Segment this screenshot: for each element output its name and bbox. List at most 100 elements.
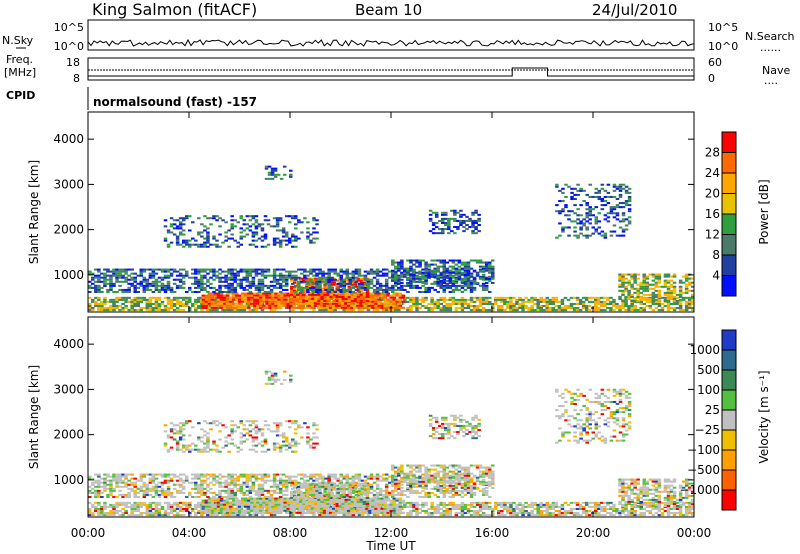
power-cell (121, 302, 125, 305)
power-cell (284, 280, 289, 283)
power-cell (207, 302, 212, 305)
velocity-cell (207, 505, 212, 508)
power-cell (573, 234, 577, 237)
power-cell (145, 286, 150, 289)
velocity-cell (133, 507, 137, 510)
power-cell (166, 298, 171, 301)
power-cell (412, 277, 416, 280)
velocity-cell (280, 499, 284, 502)
power-cell (684, 287, 689, 290)
power-cell (203, 270, 207, 273)
velocity-cell (112, 509, 116, 513)
velocity-cell (687, 509, 692, 513)
power-cell (392, 294, 397, 297)
power-cell (121, 288, 125, 291)
power-cell (588, 208, 592, 211)
power-cell (566, 298, 571, 301)
power-cell (178, 304, 183, 308)
power-cell (181, 245, 186, 248)
velocity-cell (594, 512, 598, 515)
power-cell (272, 239, 277, 242)
power-cell (615, 206, 620, 209)
velocity-cell (201, 505, 206, 508)
velocity-cell (130, 514, 134, 517)
velocity-cell (454, 505, 459, 508)
power-cell (427, 273, 431, 276)
velocity-cell (97, 514, 101, 517)
power-cell (633, 287, 637, 290)
velocity-cell (298, 507, 303, 510)
power-cell (118, 304, 122, 308)
power-cell (218, 225, 222, 228)
velocity-cell (178, 507, 183, 510)
power-cell (415, 284, 419, 287)
power-cell (260, 309, 265, 312)
velocity-cell (283, 499, 287, 502)
power-cell (409, 275, 413, 278)
power-cell (324, 309, 328, 312)
velocity-cell (204, 511, 209, 514)
power-cell (409, 277, 413, 280)
power-cell (621, 281, 625, 284)
power-cell (456, 228, 460, 231)
power-cell (642, 279, 647, 282)
velocity-cell (316, 497, 321, 500)
velocity-cell (286, 507, 290, 510)
power-cell (103, 298, 107, 301)
power-cell (227, 286, 231, 289)
power-cell (454, 270, 459, 273)
power-cell (197, 278, 201, 281)
power-cell (148, 302, 153, 305)
power-cell (424, 271, 428, 274)
power-cell (515, 309, 519, 312)
power-cell (380, 292, 384, 295)
power-cell (239, 284, 244, 287)
power-cell (178, 309, 183, 312)
power-cell (265, 294, 269, 297)
power-cell (172, 282, 177, 285)
power-cell (133, 278, 137, 281)
power-cell (251, 217, 256, 220)
power-cell (440, 221, 445, 224)
power-cell (215, 239, 219, 242)
power-cell (597, 232, 602, 235)
power-cell (440, 211, 445, 214)
power-cell (288, 169, 293, 172)
power-cell (651, 275, 656, 278)
power-cell (451, 275, 456, 278)
power-cell (248, 225, 253, 228)
power-cell (418, 298, 422, 301)
power-cell (375, 272, 380, 275)
power-cell (433, 288, 437, 291)
velocity-cell (219, 505, 224, 508)
power-cell (215, 309, 219, 312)
power-cell (521, 300, 525, 303)
power-cell (394, 284, 398, 287)
power-cell (457, 271, 462, 274)
velocity-cell (627, 514, 631, 517)
power-cell (545, 304, 550, 308)
velocity-cell (536, 514, 540, 517)
power-cell (463, 307, 468, 310)
power-cell (203, 229, 207, 232)
power-cell (678, 304, 683, 308)
power-cell (142, 296, 147, 299)
velocity-cell (222, 501, 227, 504)
power-cell (463, 280, 468, 283)
velocity-cell (424, 512, 428, 515)
power-cell (269, 225, 274, 228)
power-cell (145, 307, 150, 310)
power-cell (118, 298, 122, 301)
velocity-cell (612, 509, 616, 513)
power-cell (88, 286, 92, 289)
velocity-cell (247, 499, 251, 502)
velocity-cell (121, 514, 125, 517)
power-cell (206, 239, 210, 242)
power-cell (357, 282, 362, 285)
power-cell (433, 274, 437, 277)
power-cell (313, 304, 318, 307)
power-cell (612, 208, 617, 211)
power-cell (248, 280, 253, 283)
power-cell (445, 267, 450, 270)
nsearch-tick-bottom: 10^0 (708, 40, 738, 53)
